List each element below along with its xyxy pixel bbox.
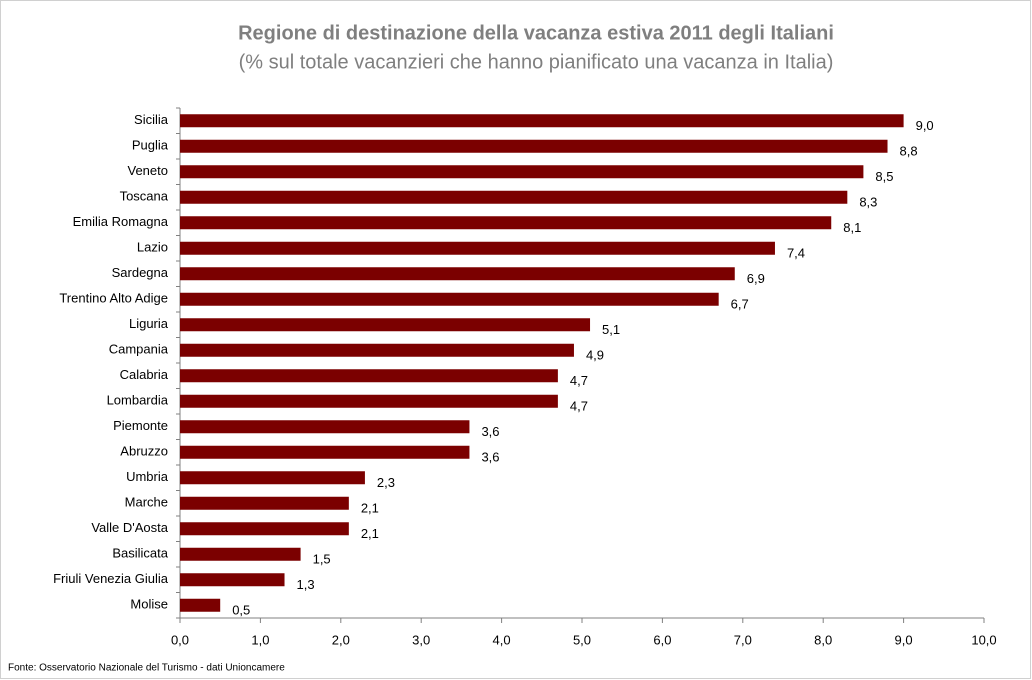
y-tick-label: Toscana [120, 189, 169, 204]
bar [180, 292, 719, 306]
x-tick-label: 6,0 [653, 632, 671, 647]
bar [180, 573, 285, 587]
data-label: 6,7 [731, 297, 749, 312]
bar [180, 343, 574, 357]
y-tick-label: Umbria [126, 469, 169, 484]
y-tick-label: Calabria [120, 367, 169, 382]
data-label: 8,3 [859, 195, 877, 210]
x-tick-label: 7,0 [734, 632, 752, 647]
bar [180, 496, 349, 510]
chart-subtitle: (% sul totale vacanzieri che hanno piani… [239, 51, 834, 73]
data-label: 4,9 [586, 348, 604, 363]
y-tick-label: Liguria [129, 316, 169, 331]
x-tick-label: 9,0 [895, 632, 913, 647]
bar [180, 471, 365, 485]
y-tick-label: Sicilia [134, 112, 169, 127]
chart-title: Regione di destinazione della vacanza es… [238, 22, 834, 44]
bar [180, 547, 301, 561]
data-label: 5,1 [602, 322, 620, 337]
y-tick-label: Campania [109, 342, 169, 357]
x-tick-label: 10,0 [971, 632, 996, 647]
y-tick-label: Emilia Romagna [73, 214, 169, 229]
x-tick-label: 1,0 [251, 632, 269, 647]
y-tick-label: Friuli Venezia Giulia [53, 571, 169, 586]
source-note: Fonte: Osservatorio Nazionale del Turism… [8, 663, 285, 674]
data-label: 9,0 [916, 118, 934, 133]
bar [180, 165, 864, 179]
data-label: 8,8 [900, 144, 918, 159]
y-tick-label: Lombardia [107, 393, 169, 408]
y-tick-label: Sardegna [112, 265, 169, 280]
y-tick-label: Molise [130, 597, 168, 612]
data-label: 2,3 [377, 475, 395, 490]
data-label: 2,1 [361, 501, 379, 516]
y-tick-label: Puglia [132, 138, 169, 153]
y-tick-label: Lazio [137, 240, 168, 255]
data-label: 8,5 [875, 169, 893, 184]
bar [180, 522, 349, 536]
x-tick-label: 4,0 [493, 632, 511, 647]
data-label: 7,4 [787, 246, 805, 261]
y-tick-label: Abruzzo [120, 444, 168, 459]
bar [180, 267, 735, 281]
y-tick-label: Basilicata [112, 546, 168, 561]
data-label: 3,6 [481, 424, 499, 439]
bar [180, 216, 832, 230]
bar [180, 139, 888, 153]
data-label: 1,5 [313, 552, 331, 567]
bar [180, 114, 904, 128]
bar [180, 394, 558, 408]
bar [180, 445, 470, 459]
bar [180, 598, 221, 612]
data-label: 4,7 [570, 399, 588, 414]
y-tick-label: Valle D'Aosta [91, 520, 168, 535]
data-label: 1,3 [297, 577, 315, 592]
bar [180, 190, 848, 204]
y-tick-label: Trentino Alto Adige [59, 291, 168, 306]
data-label: 4,7 [570, 373, 588, 388]
data-label: 8,1 [843, 220, 861, 235]
x-tick-label: 0,0 [171, 632, 189, 647]
x-tick-label: 8,0 [814, 632, 832, 647]
bar [180, 318, 591, 332]
y-tick-label: Veneto [128, 163, 169, 178]
data-label: 6,9 [747, 271, 765, 286]
data-label: 3,6 [481, 450, 499, 465]
bar [180, 420, 470, 434]
data-label: 2,1 [361, 526, 379, 541]
x-tick-label: 3,0 [412, 632, 430, 647]
x-tick-label: 2,0 [332, 632, 350, 647]
bar [180, 369, 558, 383]
bar [180, 241, 775, 255]
y-tick-label: Piemonte [113, 418, 168, 433]
x-tick-label: 5,0 [573, 632, 591, 647]
y-tick-label: Marche [125, 495, 168, 510]
data-label: 0,5 [232, 603, 250, 618]
